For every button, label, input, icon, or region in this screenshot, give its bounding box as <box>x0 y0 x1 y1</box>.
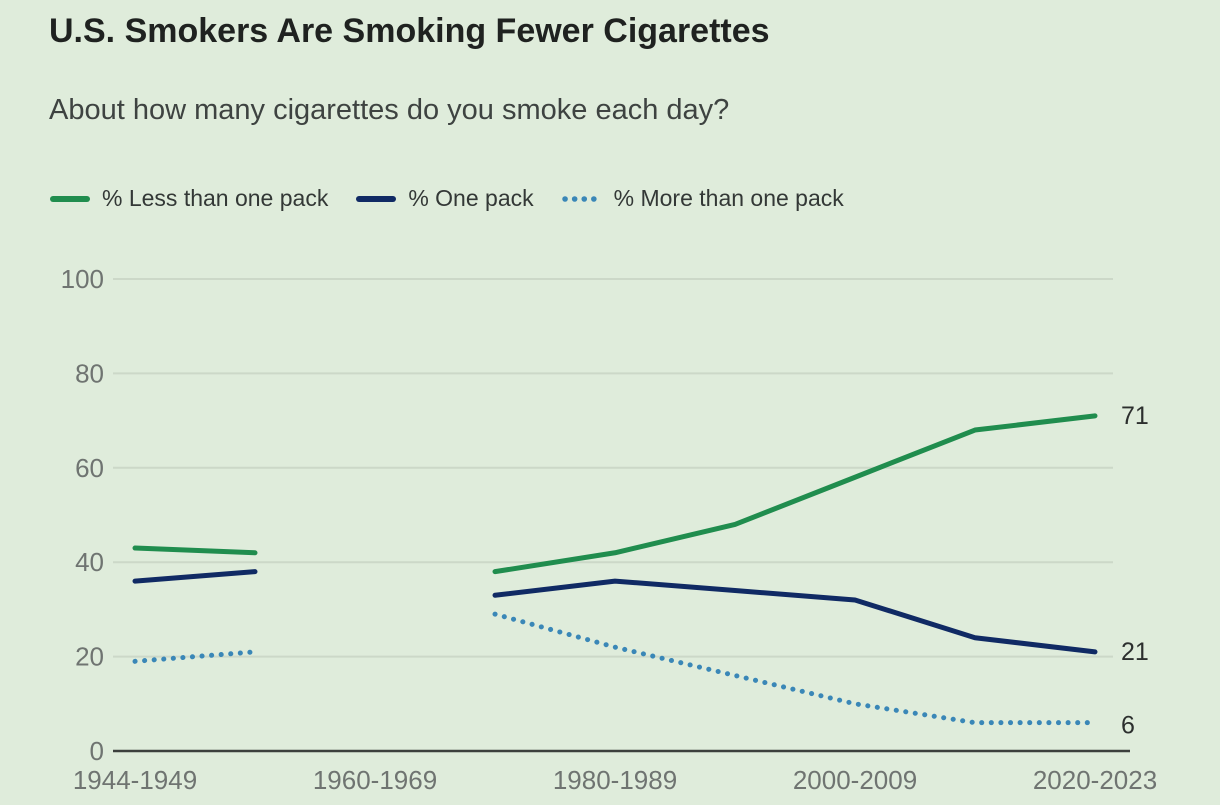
x-tick-label: 2000-2009 <box>793 765 917 795</box>
chart-subtitle: About how many cigarettes do you smoke e… <box>49 94 730 126</box>
legend-label: % More than one pack <box>613 185 844 211</box>
series-line-2 <box>492 611 1098 726</box>
series-line-2 <box>132 649 258 664</box>
x-tick-label: 1960-1969 <box>313 765 437 795</box>
chart-title: U.S. Smokers Are Smoking Fewer Cigarette… <box>49 12 770 50</box>
x-tick-label: 2020-2023 <box>1033 765 1157 795</box>
y-tick-label: 0 <box>90 736 104 766</box>
legend: % Less than one pack % One pack % More t… <box>49 185 844 212</box>
y-tick-label: 20 <box>75 642 104 672</box>
y-tick-label: 60 <box>75 453 104 483</box>
x-tick-label: 1980-1989 <box>553 765 677 795</box>
legend-item-more-than-one-pack: % More than one pack <box>561 185 844 212</box>
y-tick-label: 80 <box>75 358 104 388</box>
legend-label: % One pack <box>408 185 534 211</box>
x-tick-label: 1944-1949 <box>73 765 197 795</box>
series-end-label: 21 <box>1121 638 1149 666</box>
series-end-label: 71 <box>1121 402 1149 430</box>
series-end-label: 6 <box>1121 712 1135 740</box>
legend-label: % Less than one pack <box>102 185 329 211</box>
series-line-1 <box>132 569 258 584</box>
y-tick-label: 100 <box>61 264 104 294</box>
legend-swatch-solid-navy-icon <box>356 195 397 202</box>
series-line-0 <box>492 413 1098 575</box>
legend-swatch-dotted-blue-icon <box>561 195 602 202</box>
legend-item-less-than-one-pack: % Less than one pack <box>49 185 328 212</box>
series-line-1 <box>492 578 1098 655</box>
legend-item-one-pack: % One pack <box>355 185 534 212</box>
legend-swatch-solid-green-icon <box>50 195 90 202</box>
y-tick-label: 40 <box>75 547 104 577</box>
series-line-0 <box>132 545 258 556</box>
